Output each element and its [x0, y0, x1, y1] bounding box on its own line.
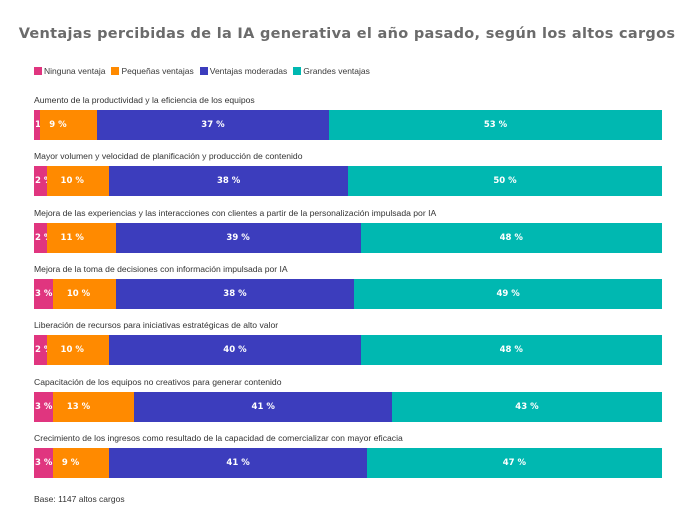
data-label: 9 %	[49, 120, 67, 130]
data-label: 3 %	[35, 401, 53, 412]
bar-segment: 13 %	[52, 391, 135, 422]
data-label: 3 %	[35, 457, 53, 468]
bar-segment: 2 %	[34, 335, 52, 366]
legend-label: Grandes ventajas	[303, 66, 370, 76]
legend-swatch	[293, 67, 302, 75]
stacked-bar: 3 % 10 % 38 % 49 %	[34, 278, 662, 309]
bar-segment: 49 %	[354, 278, 662, 309]
bar-segment: 10 %	[46, 335, 110, 366]
bar-segment: 47 %	[366, 447, 662, 478]
data-label: 10 %	[60, 176, 84, 187]
bar-segment: 41 %	[134, 391, 392, 422]
category-label: Capacitación de los equipos no creativos…	[34, 376, 282, 387]
data-label: 43 %	[515, 401, 539, 412]
legend-item: Ninguna ventaja	[34, 66, 105, 76]
chart-footnote: Base: 1147 altos cargos	[34, 494, 125, 504]
legend-swatch	[111, 67, 120, 75]
stacked-bar: 2 % 11 % 39 % 48 %	[34, 222, 662, 253]
bar-segment: 2 %	[34, 222, 52, 253]
legend-label: Ventajas moderadas	[209, 66, 288, 76]
data-label: 47 %	[502, 457, 527, 468]
bar-segment: 2 %	[34, 166, 52, 197]
category-label: Mayor volumen y velocidad de planificaci…	[34, 151, 303, 162]
bar-segment: 10 %	[52, 278, 116, 309]
data-label: 11 %	[60, 232, 84, 243]
data-label: 2 %	[35, 232, 53, 243]
bar-segment: 48 %	[360, 335, 662, 366]
data-label: 38 %	[223, 288, 247, 299]
category-label: Aumento de la productividad y la eficien…	[34, 95, 255, 105]
category-label: Liberación de recursos para iniciativas …	[34, 320, 279, 331]
bar-segment: 40 %	[109, 335, 361, 366]
bar-segment: 48 %	[360, 222, 662, 253]
bar-segment: 38 %	[115, 278, 355, 309]
data-label: 10 %	[66, 288, 91, 299]
bar-segment: 50 %	[347, 166, 662, 197]
category-label: Mejora de la toma de decisiones con info…	[34, 263, 288, 274]
data-label: 39 %	[226, 232, 250, 243]
stacked-bar: 3 % 13 % 41 % 43 %	[34, 391, 662, 422]
bar-segment: 41 %	[109, 447, 367, 478]
legend-label: Pequeñas ventajas	[121, 66, 194, 76]
data-label: 48 %	[499, 345, 523, 356]
data-label: 50 %	[493, 176, 517, 187]
data-label: 41 %	[251, 401, 275, 412]
legend-swatch	[199, 67, 208, 75]
category-label: Mejora de las experiencias y las interac…	[34, 207, 437, 218]
data-label: 48 %	[499, 232, 523, 243]
category-label: Crecimiento de los ingresos como resulta…	[34, 432, 403, 443]
legend-swatch	[34, 67, 42, 75]
bar-segment: 43 %	[391, 391, 662, 422]
bar-segment: 3 %	[34, 278, 53, 309]
data-label: 37 %	[201, 120, 225, 130]
stacked-bar: 2 % 10 % 40 % 48 %	[34, 335, 662, 366]
bar-segment: 3 %	[34, 447, 53, 478]
data-label: 3 %	[35, 288, 53, 299]
data-label: 41 %	[226, 457, 250, 468]
data-label: 13 %	[66, 401, 91, 412]
bar-segment: 9 %	[40, 110, 97, 140]
bar-segment: 10 %	[46, 166, 110, 197]
stacked-bar: 1 %9 %37 %53 %	[34, 110, 662, 140]
legend-item: Ventajas moderadas	[199, 66, 288, 76]
data-label: 40 %	[223, 345, 247, 356]
chart-title: Ventajas percibidas de la IA generativa …	[18, 26, 676, 42]
stacked-bar: 3 % 9 % 41 % 47 %	[34, 447, 662, 478]
bar-segment: 53 %	[329, 110, 662, 140]
data-label: 10 %	[60, 345, 84, 356]
bar-segment: 9 %	[52, 447, 110, 478]
legend-label: Ninguna ventaja	[44, 66, 106, 76]
bar-segment: 39 %	[115, 222, 361, 253]
legend-item: Pequeñas ventajas	[111, 66, 194, 76]
bar-segment: 37 %	[96, 110, 330, 140]
stacked-bar: 2 % 10 % 38 % 50 %	[34, 166, 662, 197]
legend-item: Grandes ventajas	[293, 66, 370, 76]
data-label: 49 %	[496, 288, 520, 299]
bar-segment: 38 %	[109, 166, 348, 197]
data-label: 2 %	[35, 345, 53, 356]
data-label: 9 %	[61, 457, 80, 468]
data-label: 38 %	[217, 176, 241, 187]
data-label: 53 %	[483, 120, 508, 130]
bar-segment: 11 %	[46, 222, 116, 253]
bar-segment: 3 %	[34, 391, 53, 422]
data-label: 2 %	[35, 176, 53, 187]
chart-legend: Ninguna ventaja Pequeñas ventajas Ventajas…	[34, 66, 370, 76]
